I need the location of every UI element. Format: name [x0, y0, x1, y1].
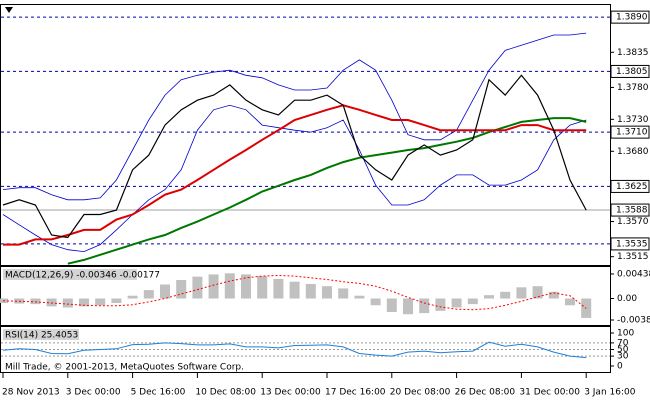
- y-tick-label: 1.3730: [617, 115, 649, 125]
- y-tick-label: 1.3835: [617, 48, 649, 58]
- y-tick-label: 70: [617, 338, 629, 348]
- macd-bar: [241, 274, 251, 299]
- level-label: 1.3535: [616, 239, 648, 249]
- footer: Mill Trade, © 2001-2013, MetaQuotes Soft…: [5, 363, 244, 373]
- x-tick-label: 10 Dec 08:00: [195, 388, 256, 398]
- macd-bar: [565, 298, 575, 306]
- series-line: [2, 104, 587, 253]
- x-tick-label: 20 Dec 08:00: [390, 388, 451, 398]
- series-line: [2, 341, 587, 359]
- macd-bar: [338, 288, 349, 299]
- y-tick-label: -0.00383: [617, 316, 650, 326]
- macd-bar: [354, 295, 365, 299]
- y-tick-label: 30: [617, 352, 629, 362]
- level-label: 1.3890: [616, 13, 648, 23]
- macd-bar: [95, 298, 106, 306]
- macd-title-bg: [3, 269, 137, 280]
- y-tick-label: 0.00438: [617, 269, 650, 279]
- macd-bar: [548, 291, 559, 299]
- macd-bar: [208, 274, 219, 299]
- y-tick-label: 1.3515: [617, 252, 649, 262]
- x-tick-label: 26 Dec 08:00: [455, 388, 516, 398]
- macd-bar: [370, 298, 381, 306]
- x-tick-label: 28 Nov 2013: [2, 388, 60, 398]
- macd-bar: [46, 298, 57, 307]
- level-label-box: [610, 179, 650, 193]
- macd-bar: [305, 283, 316, 299]
- x-tick-label: 31 Dec 00:00: [519, 388, 580, 398]
- macd-bar: [192, 276, 203, 299]
- last-price-label: 1.3588: [616, 206, 648, 216]
- series-line: [2, 274, 587, 311]
- level-label-box: [610, 125, 650, 139]
- y-tick-label: 100: [617, 329, 634, 339]
- macd-bar: [289, 281, 300, 299]
- macd-bar: [176, 280, 187, 299]
- level-label-box: [610, 10, 650, 24]
- last-price-box: [610, 203, 650, 217]
- macd-bar: [143, 290, 154, 299]
- macd-bar: [30, 298, 41, 305]
- series-line: [2, 74, 587, 239]
- y-tick-label: 50: [617, 345, 629, 355]
- macd-title: MACD(12,26,9) -0.00346 -0.00177: [5, 271, 160, 281]
- macd-bar: [257, 276, 268, 299]
- y-tick-label: 1.3570: [617, 217, 649, 227]
- rsi-title: RSI(14) 25.4053: [5, 331, 78, 341]
- macd-bar: [435, 298, 446, 311]
- y-tick-label: 1.3680: [617, 147, 649, 157]
- macd-bar: [532, 286, 543, 299]
- macd-bar: [79, 298, 89, 307]
- macd-bar: [386, 298, 397, 312]
- series-line: [67, 117, 587, 265]
- level-label-box: [610, 64, 650, 78]
- macd-panel-frame: [0, 266, 611, 326]
- macd-bar: [500, 291, 511, 299]
- macd-bar: [160, 284, 170, 299]
- macd-bar: [127, 295, 138, 299]
- macd-bar: [322, 286, 332, 299]
- x-tick-label: 3 Jan 16:00: [584, 388, 636, 398]
- series-line: [2, 32, 587, 201]
- rsi-title-bg: [3, 329, 79, 340]
- macd-bar: [62, 298, 73, 308]
- series-line: [3, 104, 587, 246]
- x-tick-label: 13 Dec 00:00: [260, 388, 321, 398]
- level-label: 1.3805: [616, 67, 648, 77]
- x-tick-label: 5 Dec 16:00: [131, 388, 186, 398]
- macd-bar: [111, 298, 122, 304]
- y-tick-label: 0: [617, 362, 623, 372]
- y-tick-label: 0.00: [617, 294, 637, 304]
- level-label: 1.3625: [616, 182, 648, 192]
- y-tick-label: 1.3780: [617, 83, 649, 93]
- level-label-box: [610, 237, 650, 251]
- macd-bar: [403, 298, 413, 315]
- level-label: 1.3710: [616, 128, 648, 138]
- macd-bar: [273, 278, 284, 299]
- macd-bar: [467, 298, 478, 305]
- x-tick-label: 3 Dec 00:00: [66, 388, 121, 398]
- macd-bar: [484, 295, 494, 299]
- menu-icon: [5, 7, 13, 13]
- macd-bar: [516, 287, 527, 299]
- macd-bar: [224, 273, 235, 299]
- macd-bar: [419, 298, 430, 314]
- macd-bar: [451, 298, 462, 308]
- x-tick-label: 17 Dec 16:00: [325, 388, 386, 398]
